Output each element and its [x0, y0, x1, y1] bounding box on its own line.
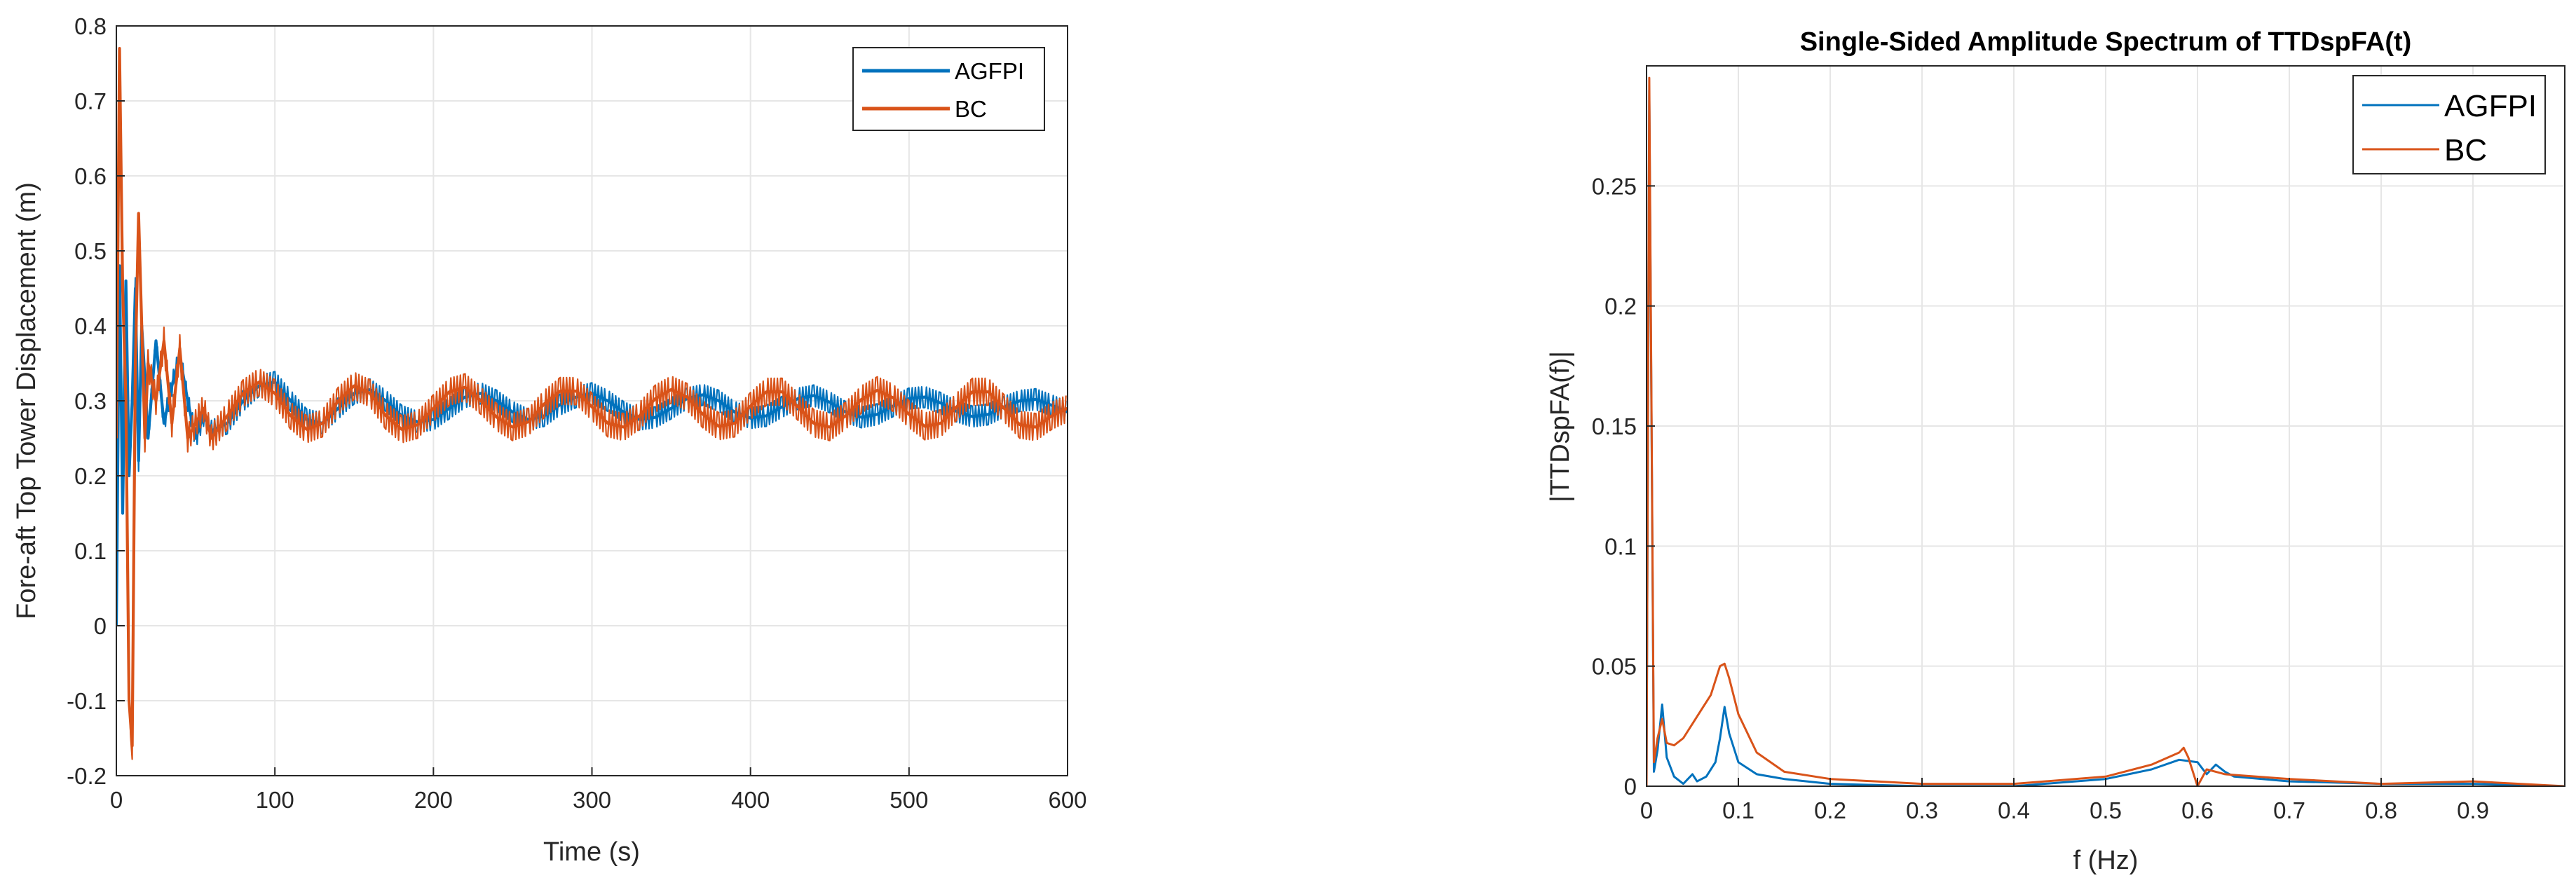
x-axis-label: Time (s) — [543, 837, 640, 867]
x-tick-label: 0 — [1640, 797, 1653, 823]
legend: AGFPI BC — [2352, 75, 2546, 174]
x-tick-label: 500 — [890, 787, 928, 813]
x-tick-label: 400 — [731, 787, 770, 813]
y-axis-label: |TTDspFA(f)| — [1546, 351, 1575, 502]
series-line-bc — [116, 47, 1068, 748]
chart-time-displacement: 0 100 200 300 400 500 600 -0.2 -0.1 0 0.1 0.2 0.3 0.4… — [12, 13, 1087, 867]
x-tick-label: 0.3 — [1906, 797, 1938, 823]
gridlines — [1647, 66, 2565, 786]
series-agfpi — [1647, 88, 2565, 786]
x-tick-label: 0.2 — [1814, 797, 1846, 823]
y-tick-label: 0.25 — [1592, 173, 1637, 199]
y-tick-label: 0.6 — [74, 163, 107, 189]
x-tick-label: 0.7 — [2273, 797, 2305, 823]
series-group — [116, 47, 1068, 760]
chart-title: Single-Sided Amplitude Spectrum of TTDsp… — [1800, 27, 2412, 57]
series-bc — [1647, 76, 2565, 786]
y-tick-label: 0.1 — [74, 538, 107, 564]
x-tick-label: 0.1 — [1722, 797, 1754, 823]
legend-box — [852, 47, 1045, 131]
legend: AGFPI BC — [852, 47, 1045, 131]
y-tick-label: 0.7 — [74, 88, 107, 114]
y-tick-label: -0.2 — [67, 763, 107, 789]
y-tick-label: 0.1 — [1604, 533, 1637, 559]
tick-labels: 0 100 200 300 400 500 600 -0.2 -0.1 0 0.1 0.2 0.3 0.4… — [67, 13, 1086, 813]
x-tick-label: 100 — [256, 787, 294, 813]
y-tick-label: 0 — [1624, 774, 1637, 800]
x-tick-label: 600 — [1048, 787, 1086, 813]
y-tick-label: 0.05 — [1592, 654, 1637, 680]
y-tick-label: 0 — [94, 613, 107, 639]
legend-label-agfpi: AGFPI — [2444, 89, 2537, 123]
series-line-bc — [1647, 76, 2565, 786]
series-bc — [116, 47, 1068, 760]
series-group — [1647, 76, 2565, 786]
x-axis-label: f (Hz) — [2073, 846, 2139, 875]
x-tick-label: 0.5 — [2090, 797, 2122, 823]
y-tick-label: 0.4 — [74, 313, 107, 339]
chart-amplitude-spectrum: Single-Sided Amplitude Spectrum of TTDsp… — [1546, 27, 2565, 875]
legend-box — [2352, 75, 2546, 174]
tick-labels: 0 0.1 0.2 0.3 0.4 0.5 0.6 0.7 0.8 0.9 0 0.05 0.1 0.15… — [1592, 173, 2489, 823]
x-tick-label: 0.9 — [2457, 797, 2489, 823]
legend-label-bc: BC — [2444, 133, 2487, 167]
y-tick-label: 0.15 — [1592, 413, 1637, 439]
series-agfpi — [116, 264, 1068, 626]
x-tick-label: 0.4 — [1998, 797, 2030, 823]
y-tick-label: 0.3 — [74, 388, 107, 414]
legend-label-bc: BC — [955, 96, 987, 122]
x-tick-label: 300 — [573, 787, 611, 813]
series-band-bc — [116, 61, 1067, 760]
series-line-agfpi — [1647, 88, 2565, 786]
x-tick-label: 0.8 — [2365, 797, 2397, 823]
x-tick-label: 0.6 — [2181, 797, 2214, 823]
x-tick-label: 200 — [414, 787, 453, 813]
y-tick-label: 0.2 — [74, 463, 107, 489]
x-tick-label: 0 — [110, 787, 123, 813]
y-tick-label: 0.5 — [74, 238, 107, 264]
series-band-agfpi — [116, 275, 1067, 616]
y-axis-label: Fore-aft Top Tower Displacement (m) — [12, 182, 41, 619]
y-tick-label: 0.8 — [74, 13, 107, 39]
y-tick-label: 0.2 — [1604, 294, 1637, 320]
series-line-agfpi — [116, 264, 1068, 626]
y-tick-label: -0.1 — [67, 688, 107, 714]
legend-label-agfpi: AGFPI — [955, 58, 1024, 84]
